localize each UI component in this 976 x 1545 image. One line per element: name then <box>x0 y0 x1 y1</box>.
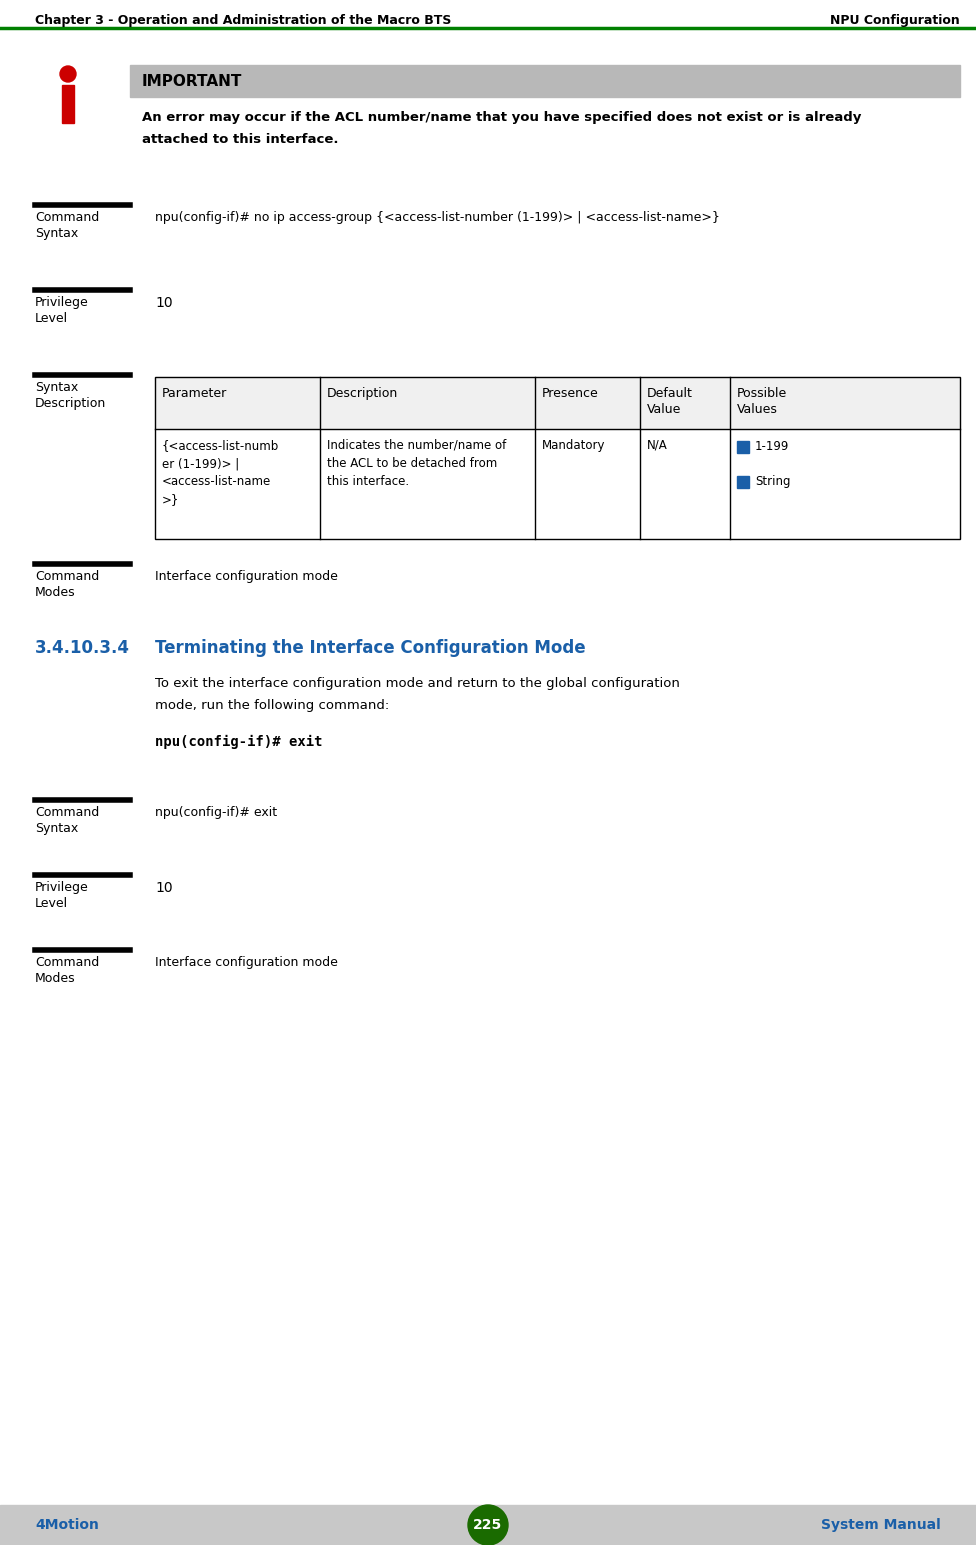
Text: {<access-list-numb: {<access-list-numb <box>162 439 279 453</box>
Text: 10: 10 <box>155 297 173 311</box>
Text: Default: Default <box>647 386 693 400</box>
Text: N/A: N/A <box>647 439 668 453</box>
Text: IMPORTANT: IMPORTANT <box>142 74 242 88</box>
Text: 10: 10 <box>155 881 173 895</box>
Text: 3.4.10.3.4: 3.4.10.3.4 <box>35 640 130 657</box>
Text: NPU Configuration: NPU Configuration <box>831 14 960 26</box>
Text: the ACL to be detached from: the ACL to be detached from <box>327 457 497 470</box>
Text: Modes: Modes <box>35 586 75 599</box>
Text: Terminating the Interface Configuration Mode: Terminating the Interface Configuration … <box>155 640 586 657</box>
Text: 1-199: 1-199 <box>755 440 790 453</box>
Text: npu(config-if)# no ip access-group {<access-list-number (1-199)> | <access-list-: npu(config-if)# no ip access-group {<acc… <box>155 212 720 224</box>
Circle shape <box>60 66 76 82</box>
Bar <box>130 65 960 97</box>
Text: Value: Value <box>647 403 681 416</box>
Text: System Manual: System Manual <box>821 1519 941 1533</box>
Text: Description: Description <box>35 397 106 409</box>
Text: String: String <box>755 474 791 488</box>
Text: Chapter 3 - Operation and Administration of the Macro BTS: Chapter 3 - Operation and Administration… <box>35 14 451 26</box>
Text: this interface.: this interface. <box>327 474 409 488</box>
Text: Values: Values <box>737 403 778 416</box>
Text: Level: Level <box>35 312 68 324</box>
Circle shape <box>468 1505 508 1545</box>
Text: Description: Description <box>327 386 398 400</box>
Text: er (1-199)> |: er (1-199)> | <box>162 457 239 470</box>
Text: mode, run the following command:: mode, run the following command: <box>155 698 389 712</box>
Text: Command: Command <box>35 212 100 224</box>
Bar <box>62 85 74 124</box>
Text: Possible: Possible <box>737 386 788 400</box>
Text: Privilege: Privilege <box>35 881 89 895</box>
Text: npu(config-if)# exit: npu(config-if)# exit <box>155 735 322 749</box>
Text: 4Motion: 4Motion <box>35 1519 99 1533</box>
Text: <access-list-name: <access-list-name <box>162 474 271 488</box>
Text: Command: Command <box>35 956 100 969</box>
Text: Privilege: Privilege <box>35 297 89 309</box>
Text: Interface configuration mode: Interface configuration mode <box>155 570 338 582</box>
Text: Syntax: Syntax <box>35 227 78 239</box>
Text: Level: Level <box>35 898 68 910</box>
Text: 225: 225 <box>473 1519 503 1533</box>
Text: Mandatory: Mandatory <box>542 439 605 453</box>
Text: Command: Command <box>35 570 100 582</box>
Text: Indicates the number/name of: Indicates the number/name of <box>327 439 507 453</box>
Text: Interface configuration mode: Interface configuration mode <box>155 956 338 969</box>
Text: Parameter: Parameter <box>162 386 227 400</box>
Text: An error may occur if the ACL number/name that you have specified does not exist: An error may occur if the ACL number/nam… <box>142 111 862 124</box>
Bar <box>0 1505 976 1545</box>
Bar <box>155 377 960 539</box>
Text: Syntax: Syntax <box>35 822 78 834</box>
Text: >}: >} <box>162 493 180 507</box>
Text: To exit the interface configuration mode and return to the global configuration: To exit the interface configuration mode… <box>155 677 680 691</box>
Text: Presence: Presence <box>542 386 598 400</box>
Text: npu(config-if)# exit: npu(config-if)# exit <box>155 806 277 819</box>
Text: Modes: Modes <box>35 972 75 986</box>
Bar <box>155 377 960 430</box>
Text: attached to this interface.: attached to this interface. <box>142 133 339 145</box>
Text: Command: Command <box>35 806 100 819</box>
Bar <box>737 440 749 453</box>
Text: Syntax: Syntax <box>35 382 78 394</box>
Bar <box>737 476 749 488</box>
